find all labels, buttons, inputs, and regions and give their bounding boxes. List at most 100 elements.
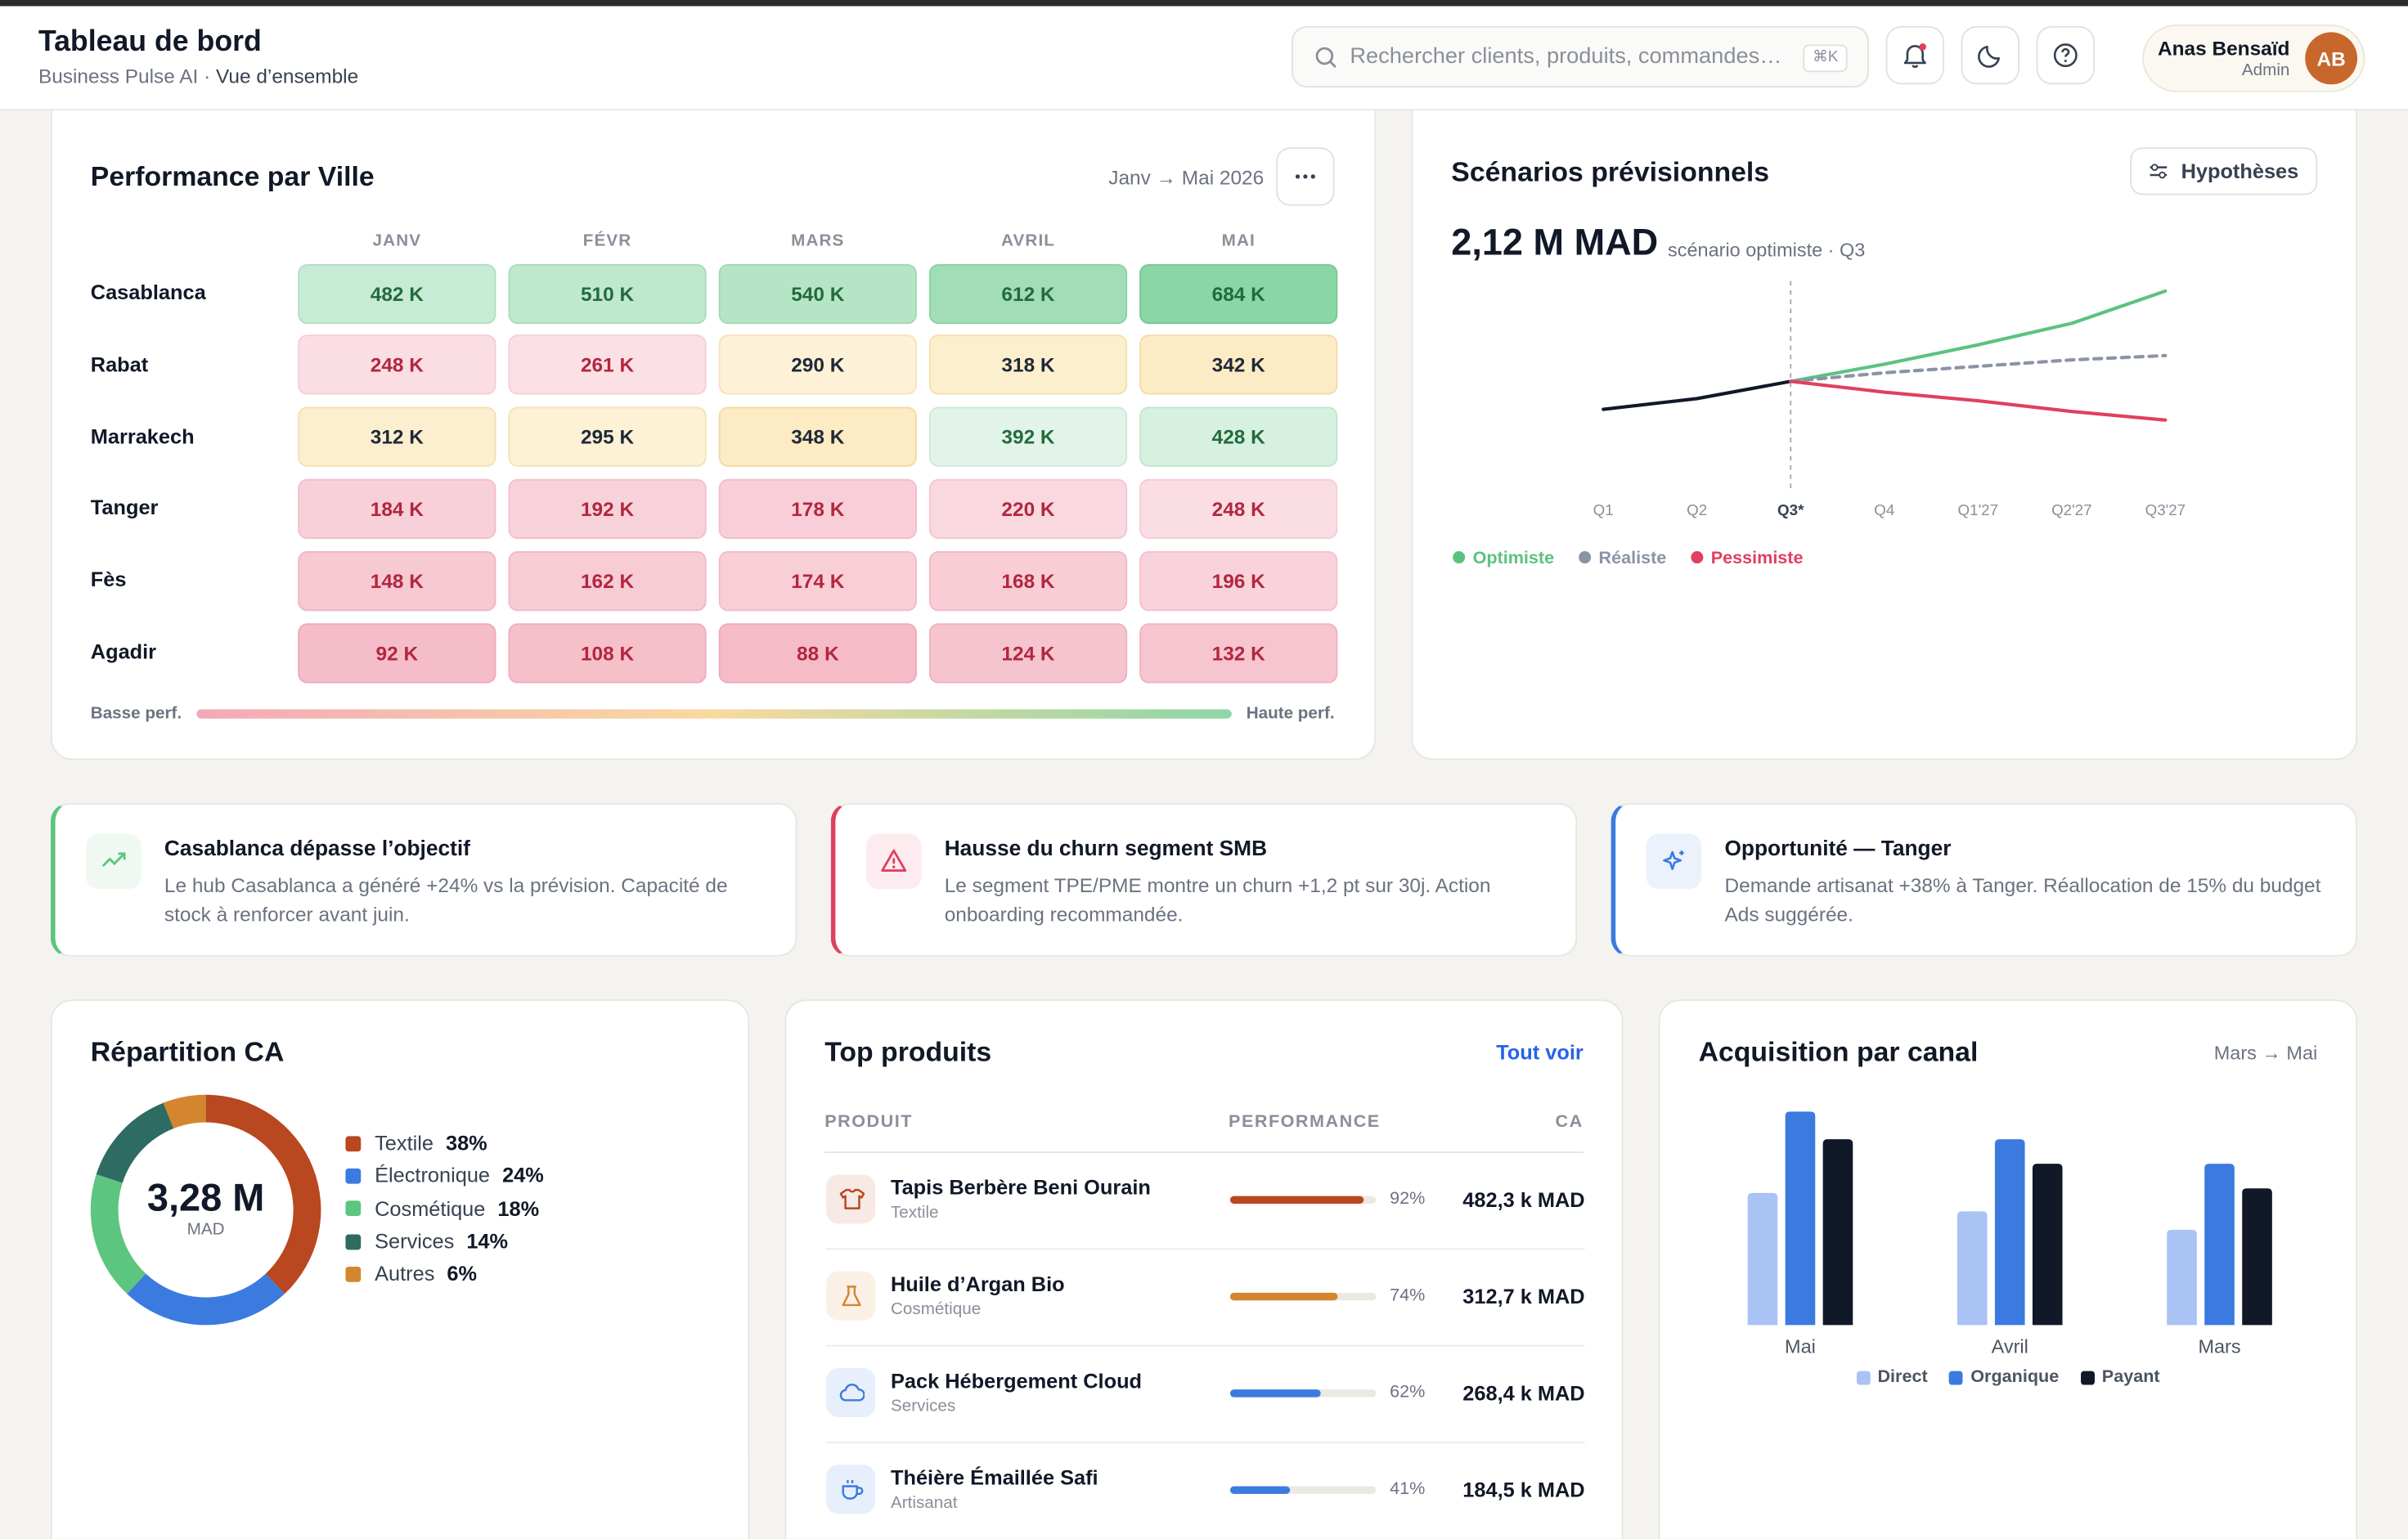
notifications-button[interactable] [1885,25,1944,85]
search-box[interactable]: Rechercher clients, produits, commandes…… [1292,25,1869,88]
heat-cell: 178 K [718,478,917,539]
product-row: Huile d’Argan Bio Cosmétique 74% 312,7 k MA… [826,1248,1585,1347]
heat-cell: 192 K [508,478,707,539]
cell-label: 540 K [791,281,845,305]
legend-label: Textile [375,1132,434,1155]
card-title: Répartition CA [90,1036,285,1067]
theme-button[interactable] [1961,25,2019,85]
cell-label: 428 K [1211,425,1265,449]
bar [2204,1164,2235,1326]
legend-swatch [345,1135,362,1151]
legend-item: Électronique 24% [345,1160,544,1192]
x-tick-label: Mai [1785,1336,1816,1357]
heat-cell: 482 K [298,263,496,324]
product-category: Cosmétique [890,1300,982,1319]
cell-label: 261 K [580,353,635,377]
donut-slice [127,1273,285,1326]
x-tick-label: Q1 [1593,501,1614,518]
legend-value: 14% [466,1229,509,1254]
see-all-link[interactable]: Tout voir [1496,1040,1584,1065]
column-header: JANV [372,231,422,251]
insight-icon [881,849,907,872]
column-header: AVRIL [1000,231,1056,251]
search-placeholder: Rechercher clients, produits, commandes… [1350,44,1782,70]
heat-cell: 220 K [928,478,1128,539]
product-icon [838,1187,865,1209]
bar [2032,1164,2063,1326]
column-header: CA [1555,1113,1584,1132]
legend-value: 38% [445,1132,487,1155]
cell-label: 312 K [370,425,424,449]
cell-label: 192 K [580,497,635,521]
heat-cell: 162 K [508,550,707,611]
bar [1785,1111,1816,1326]
cell-label: 295 K [580,425,635,449]
more-button[interactable] [1276,147,1335,206]
legend-swatch [345,1266,362,1282]
row-label: Rabat [90,352,149,376]
x-tick-label: Q2 [1687,501,1707,518]
x-tick-label: Q3'27 [2145,501,2186,518]
help-button[interactable] [2036,25,2095,85]
product-name: Tapis Berbère Beni Ourain [890,1176,1151,1200]
heat-cell: 184 K [298,478,496,539]
legend-swatch [345,1233,362,1250]
row-label: Tanger [90,496,159,520]
user-role: Admin [2241,61,2290,80]
legend-high: Haute perf. [1246,704,1335,724]
forecast-line [1602,379,1793,411]
acquisition-card: Acquisition par canal Mars → Mai Mai Avri… [1658,999,2358,1539]
product-icon-box [826,1271,876,1321]
card-title: Top produits [824,1036,992,1067]
row-label: Casablanca [90,280,206,304]
insight-icon [101,852,126,867]
top-products-card: Top produits Tout voir PRODUIT PERFORMAN… [784,999,1624,1539]
x-tick-label: Avril [1992,1336,2028,1357]
insight-icon-box [865,833,922,890]
cell-label: 174 K [791,568,845,593]
product-row: Tapis Berbère Beni Ourain Textile 92% 482,3… [826,1151,1585,1250]
heat-cell: 168 K [928,550,1128,611]
cell-label: 88 K [797,640,839,665]
product-icon-box [826,1174,876,1224]
legend-low: Basse perf. [90,704,182,724]
legend-swatch [2080,1370,2095,1384]
product-icon [838,1383,865,1401]
bar [1956,1211,1988,1326]
forecast-chart: Q1 Q2 Q3* Q4 Q1'27 Q2'27 Q3'27 Optimiste Réalist… [1453,280,2186,568]
insight-card: Casablanca dépasse l’objectif Le hub Casa… [50,802,797,957]
insight-text: Demande artisanat +38% à Tanger. Réalloc… [1724,873,2321,927]
legend-label: Organique [1970,1367,2060,1387]
product-name: Pack Hébergement Cloud [890,1369,1143,1393]
legend-swatch [345,1168,362,1184]
shortcut: ⌘K [1803,44,1848,73]
moon-icon [1978,45,2000,68]
legend-item: Payant [2080,1368,2160,1386]
heat-cell: 392 K [928,406,1128,467]
cell-label: 148 K [370,568,424,593]
heat-cell: 261 K [508,334,707,396]
legend-item: Organique [1948,1367,2060,1387]
legend-value: 6% [447,1262,478,1286]
revenue: 482,3 k MAD [1462,1188,1585,1212]
performance-bar [1229,1389,1321,1398]
breadcrumb: Business Pulse AI · Vue d’ensemble [38,65,358,87]
x-tick-label: Mars [2198,1336,2240,1357]
legend-swatch [1856,1370,1871,1384]
user-menu[interactable]: Anas Bensaïd Admin AB [2142,25,2365,92]
legend-swatch [1948,1370,1963,1384]
donut-legend: Textile 38% Électronique 24% Cosmétique 18% Se… [345,1127,544,1290]
insight-card: Hausse du churn segment SMB Le segment TP… [830,802,1578,957]
hypotheses-button[interactable]: Hypothèses [2130,147,2318,195]
product-category: Textile [890,1204,939,1223]
product-row: Pack Hébergement Cloud Services 62% 268,4 k… [826,1345,1585,1443]
legend-label: Réaliste [1599,547,1667,568]
insight-title: Casablanca dépasse l’objectif [164,835,470,860]
revenue: 184,5 k MAD [1462,1478,1585,1502]
row-label: Fès [90,568,127,592]
acquisition-chart: Mai Avril Mars [1747,1111,2272,1357]
breadcrumb-page[interactable]: Vue d’ensemble [216,64,359,88]
